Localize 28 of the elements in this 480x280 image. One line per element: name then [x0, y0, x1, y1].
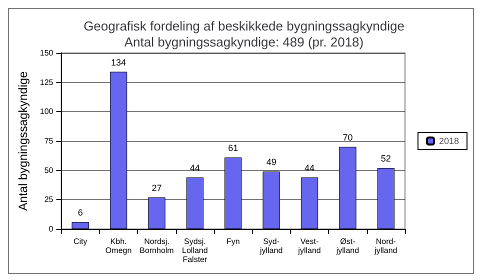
x-tick-label: Vest- jylland	[297, 237, 321, 255]
x-tick-label: Kbh. Omegn	[105, 237, 132, 255]
data-label: 44	[190, 162, 200, 173]
data-label: 134	[111, 57, 126, 68]
x-tick-label: Øst- jylland	[335, 237, 360, 255]
x-tick-label: Nordsj. Bornholm	[140, 237, 174, 255]
y-tick-label: 50	[44, 166, 54, 175]
data-label: 49	[266, 157, 276, 168]
chart-title: Geografisk fordeling af beskikkede bygningssagkyndige Antal bygningssagkyndige: 489 (pr. 2018)	[84, 18, 404, 50]
y-tick-label: 125	[40, 78, 54, 87]
y-tick-label: 0	[48, 224, 54, 234]
data-label: 61	[228, 142, 238, 153]
x-tick-label: City	[73, 237, 88, 246]
y-tick-label: 75	[44, 136, 54, 146]
data-label: 70	[342, 132, 353, 142]
data-label: 27	[152, 182, 162, 193]
data-label: 6	[78, 207, 83, 218]
x-tick-label: Syd- jylland	[258, 237, 283, 255]
data-label: 52	[380, 153, 391, 164]
y-tick-label: 25	[44, 195, 54, 204]
y-tick-label: 100	[40, 107, 54, 116]
x-tick-label: Sydsj. Lolland Falster	[182, 237, 208, 264]
data-label: 44	[304, 162, 315, 173]
y-axis-title: Antal bygningssagkyndige	[16, 70, 30, 211]
x-tick-label: Nord- jylland	[374, 237, 398, 255]
legend-label: 2018	[438, 136, 460, 146]
y-tick-label: 150	[40, 48, 54, 58]
x-tick-label: Fyn	[226, 237, 240, 246]
